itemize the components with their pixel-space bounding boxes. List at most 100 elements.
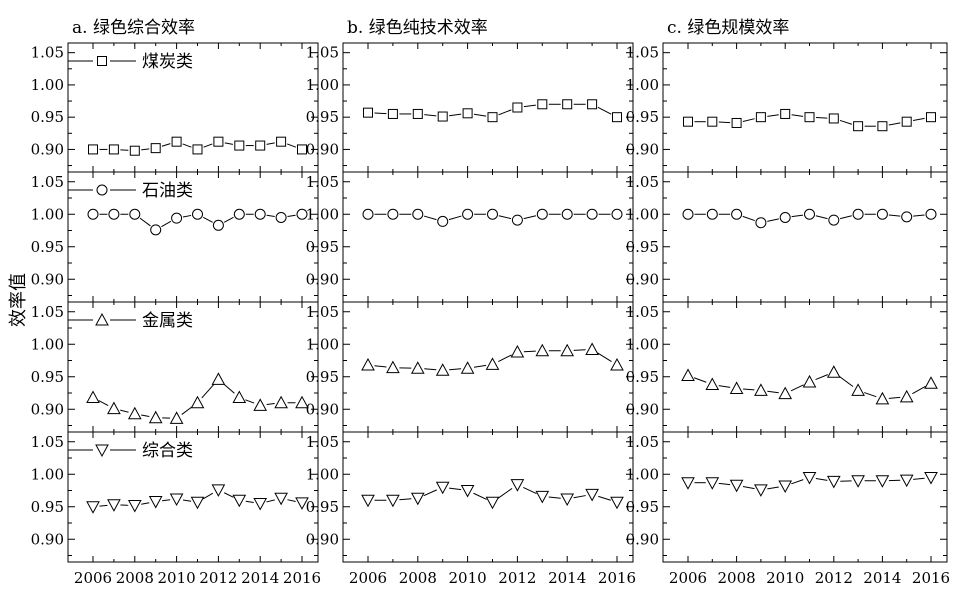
legend-entry: 金属类 <box>68 311 193 331</box>
series-line-segment <box>718 385 731 388</box>
y-tick-label: 0.90 <box>31 530 64 548</box>
y-tick-label: 0.95 <box>626 108 659 126</box>
series-line-segment <box>791 114 804 117</box>
data-point <box>295 395 309 409</box>
x-tick-label: 2014 <box>548 569 586 587</box>
data-point <box>192 144 203 155</box>
y-tick-label: 0.90 <box>306 140 339 158</box>
data-point <box>462 108 473 119</box>
x-tick-label: 2008 <box>116 569 154 587</box>
series-line-segment <box>598 495 611 501</box>
data-point <box>535 490 550 504</box>
series-line-segment <box>141 148 150 151</box>
data-point <box>253 398 268 411</box>
y-tick-label: 1.05 <box>306 303 339 321</box>
x-tick-label: 2010 <box>449 569 487 587</box>
data-point <box>802 374 817 388</box>
data-point <box>487 112 498 123</box>
data-point <box>107 401 121 415</box>
y-tick-label: 0.90 <box>31 270 64 288</box>
series-line-segment <box>693 377 707 383</box>
series-line-segment <box>424 368 437 371</box>
data-point <box>150 143 161 154</box>
y-tick-label: 0.95 <box>626 238 659 256</box>
y-tick-label: 1.05 <box>626 44 659 62</box>
series-line-segment <box>141 502 150 505</box>
series-1: 1.05 1.00 0.95 0.90 煤炭类 <box>31 42 319 173</box>
series-line-segment <box>573 495 586 499</box>
y-tick-label: 0.90 <box>306 530 339 548</box>
series-line-segment <box>742 215 755 222</box>
series-line-segment <box>473 364 487 368</box>
plot-frame <box>662 171 948 303</box>
plot-frame <box>342 431 634 563</box>
data-point <box>924 376 938 389</box>
data-point <box>460 485 475 498</box>
data-point <box>190 395 205 409</box>
series-line-segment <box>473 492 487 500</box>
series-line-segment <box>287 499 296 502</box>
data-point <box>363 107 373 118</box>
data-point <box>485 496 500 510</box>
data-point <box>169 411 184 424</box>
y-tick-label: 1.05 <box>626 303 659 321</box>
series-line-segment <box>498 109 512 116</box>
series-2: 1.05 1.00 0.95 0.90 <box>306 171 634 303</box>
data-point <box>435 363 450 376</box>
data-point <box>127 406 142 420</box>
y-tick-label: 0.95 <box>306 368 339 386</box>
data-point <box>148 496 163 509</box>
data-point <box>562 99 573 110</box>
series-line-segment <box>141 414 150 417</box>
data-point <box>560 493 575 506</box>
series-2: 1.05 1.00 0.95 0.90 <box>626 171 948 303</box>
y-tick-label: 0.95 <box>306 108 339 126</box>
legend-entry: 煤炭类 <box>68 52 193 72</box>
data-point <box>386 494 400 508</box>
series-line-segment <box>498 354 512 362</box>
data-point <box>295 497 309 510</box>
data-point <box>212 219 224 231</box>
data-point <box>899 389 914 403</box>
series-line-segment <box>498 215 512 220</box>
y-tick-label: 1.05 <box>31 303 64 321</box>
series-line-segment <box>224 142 233 145</box>
y-tick-label: 1.00 <box>626 335 659 353</box>
y-tick-label: 0.90 <box>31 140 64 158</box>
data-point <box>778 386 793 400</box>
series-line-segment <box>182 214 192 218</box>
series-line-segment <box>162 499 171 502</box>
data-point <box>386 360 400 374</box>
data-point <box>192 208 203 220</box>
y-tick-label: 0.90 <box>626 530 659 548</box>
data-point <box>875 391 890 405</box>
series-line-segment <box>374 112 387 115</box>
data-point <box>86 390 100 404</box>
series-4: 1.05 1.00 0.95 0.90 <box>306 431 634 563</box>
data-point <box>754 484 768 497</box>
y-tick-label: 1.00 <box>626 465 659 483</box>
series-line-segment <box>120 409 129 413</box>
data-point <box>410 361 425 374</box>
data-point <box>587 99 598 110</box>
panel-title: c. 绿色规模效率 <box>667 18 789 38</box>
y-tick-label: 0.90 <box>626 270 659 288</box>
series-line-segment <box>245 399 255 404</box>
data-point <box>150 224 162 236</box>
y-axis-label: 效率值 <box>8 273 29 327</box>
data-point <box>586 208 598 220</box>
data-point <box>826 365 841 378</box>
x-tick-label: 2016 <box>283 569 321 587</box>
legend-label: 煤炭类 <box>142 52 193 72</box>
data-point <box>276 136 287 147</box>
y-tick-label: 0.95 <box>306 238 339 256</box>
y-tick-label: 0.90 <box>306 400 339 418</box>
y-tick-label: 0.95 <box>31 238 64 256</box>
series-line-segment <box>181 406 193 415</box>
series-line-segment <box>912 385 926 395</box>
plot-frame <box>662 42 948 173</box>
data-point <box>828 214 840 226</box>
series-line-segment <box>742 486 755 490</box>
series-4: 1.05 1.00 0.95 0.90 综合类 <box>31 431 319 563</box>
data-point <box>437 111 448 122</box>
